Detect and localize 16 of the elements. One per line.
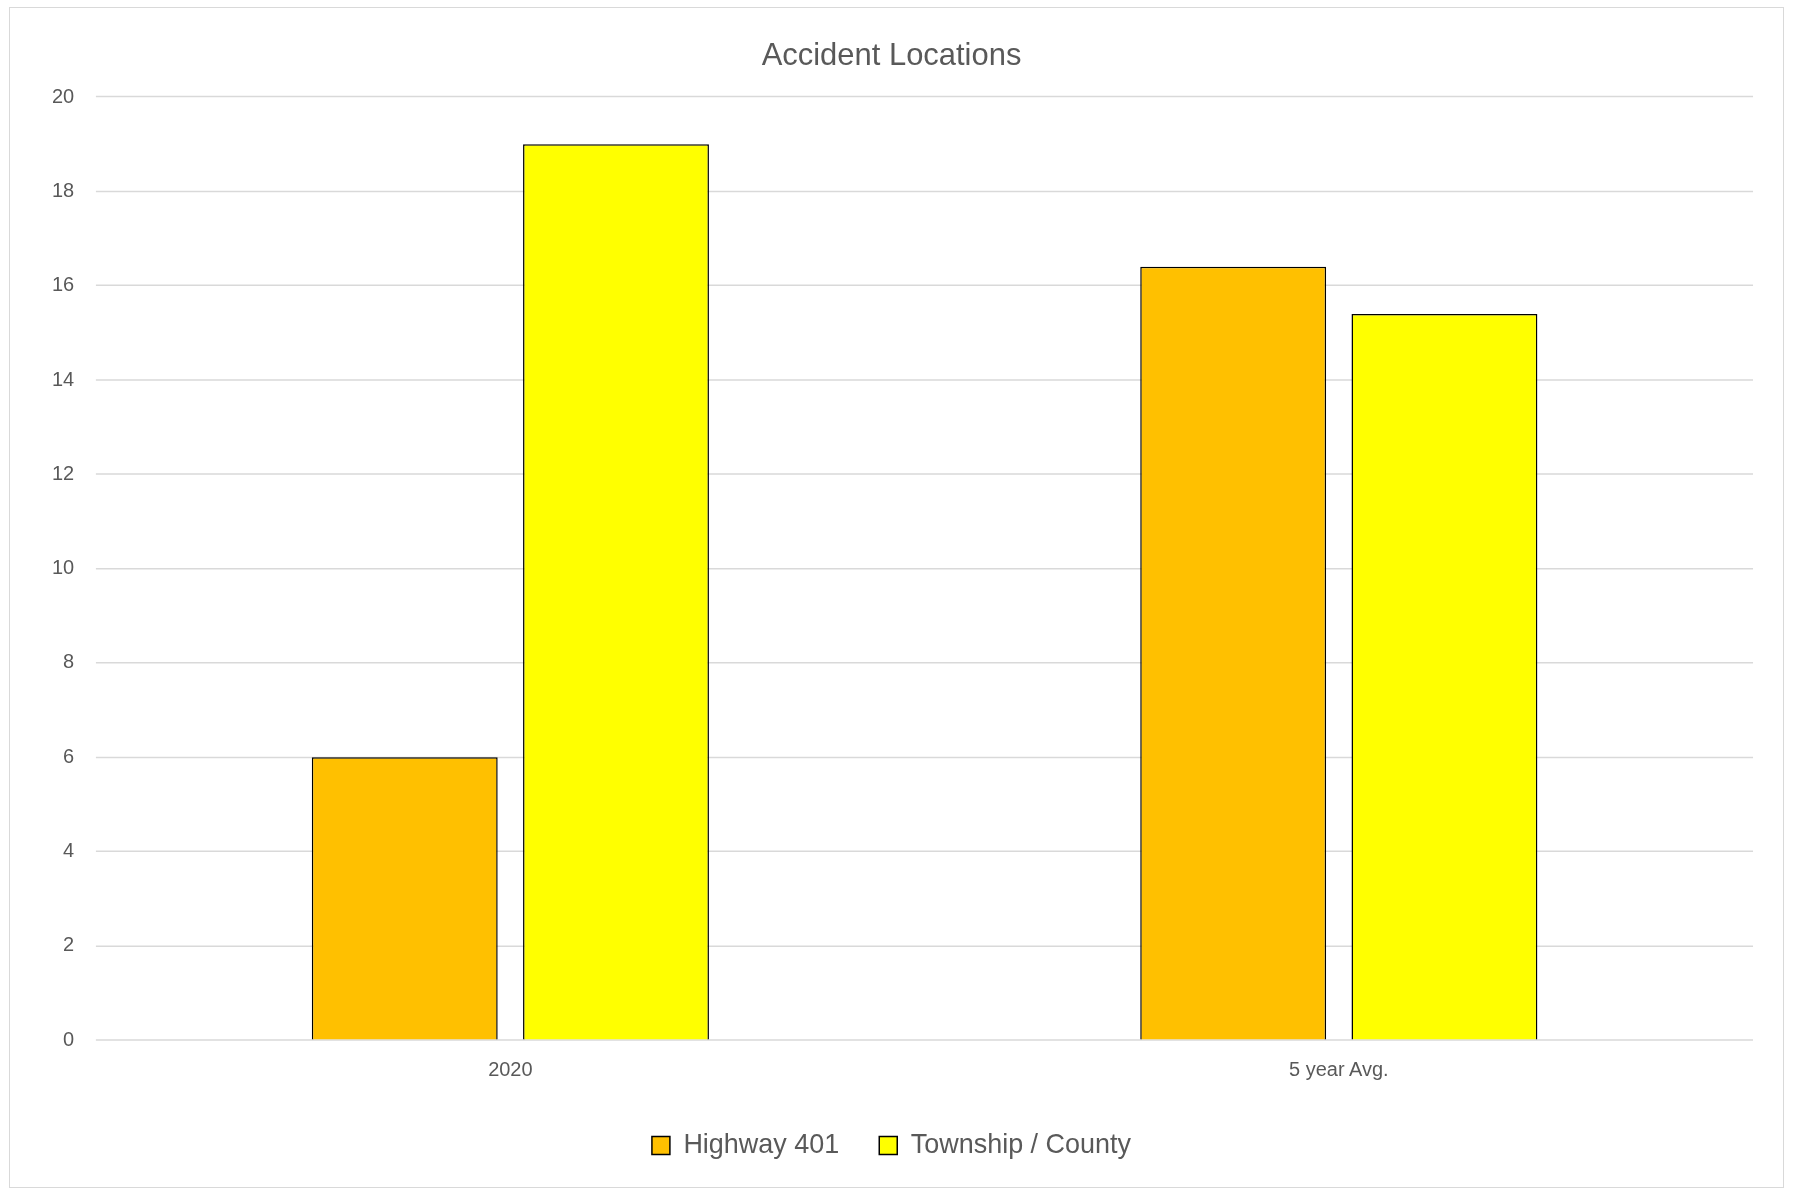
y-tick-label: 20 <box>51 84 75 107</box>
x-tick-label: 5 year Avg. <box>1289 1057 1389 1080</box>
chart-title: Accident Locations <box>761 37 1022 73</box>
y-tick-label: 2 <box>63 933 75 956</box>
y-tick-label: 18 <box>51 178 75 201</box>
y-tick-label: 14 <box>51 367 75 390</box>
legend-label: Township / County <box>910 1129 1132 1160</box>
y-tick-label: 4 <box>63 839 75 862</box>
y-tick-label: 6 <box>63 744 75 767</box>
legend-label: Highway 401 <box>683 1129 840 1160</box>
y-tick-label: 0 <box>63 1027 75 1050</box>
y-tick-label: 8 <box>63 650 75 673</box>
y-tick-label: 16 <box>51 273 75 296</box>
y-tick-label: 10 <box>51 556 75 579</box>
x-tick-label: 2020 <box>488 1057 533 1080</box>
y-tick-label: 12 <box>51 461 75 484</box>
